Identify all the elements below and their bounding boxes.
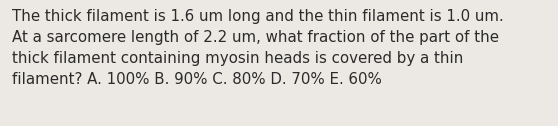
Text: The thick filament is 1.6 um long and the thin filament is 1.0 um.
At a sarcomer: The thick filament is 1.6 um long and th… (12, 9, 504, 87)
